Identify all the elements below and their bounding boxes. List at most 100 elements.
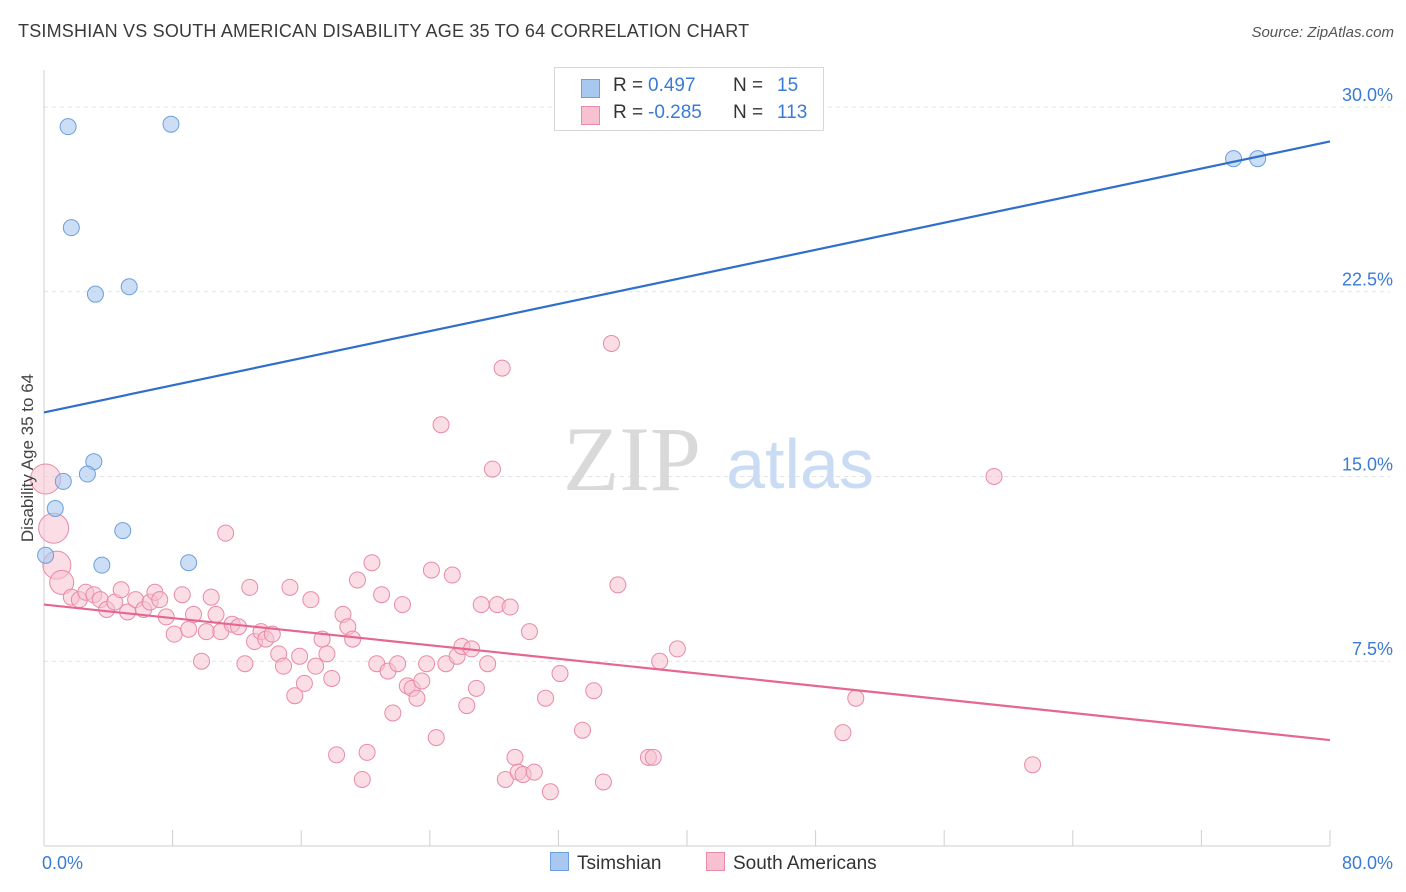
legend-n-value: 113 [777, 102, 808, 123]
tsimshian-point [114, 522, 132, 540]
south-americans-point [432, 416, 450, 434]
label-layer: 7.5% 15.0% 22.5% 30.0% 0.0% 80.0% [42, 85, 1393, 873]
south-americans-point [479, 655, 497, 673]
south-americans-point [348, 571, 366, 589]
south-americans-point [443, 566, 461, 584]
tsimshian-swatch [581, 79, 600, 98]
legend-n-value: 15 [777, 75, 799, 96]
south-americans-point [236, 655, 254, 673]
south-americans-point [318, 645, 336, 663]
south-americans-point [241, 578, 259, 596]
south-americans-point [467, 679, 485, 697]
south-americans-point [493, 359, 511, 377]
south-americans-point [281, 578, 299, 596]
south-americans-point [609, 576, 627, 594]
south-americans-point [985, 467, 1003, 485]
south-americans-point [384, 704, 402, 722]
tsimshian-point [1225, 150, 1243, 168]
south-americans-point [197, 623, 215, 641]
south-americans-swatch [581, 106, 600, 125]
tsimshian-trend-line [43, 140, 1331, 414]
south-americans-point [202, 588, 220, 606]
tsimshian-point [46, 500, 64, 518]
tsimshian-point [180, 554, 198, 572]
south-americans-point [363, 554, 381, 572]
legend-r-label: R = [613, 75, 644, 96]
south-americans-point [323, 669, 341, 687]
south-americans-point [541, 783, 559, 801]
tsimshian-point [162, 115, 180, 133]
south-americans-point [1024, 756, 1042, 774]
trend-layer [43, 140, 1331, 742]
tsimshian-point [120, 278, 138, 296]
south-americans-point [525, 763, 543, 781]
south-americans-point [295, 674, 313, 692]
south-americans-point [207, 605, 225, 623]
legend-r-label: R = [613, 102, 644, 123]
south-americans-point [184, 605, 202, 623]
south-americans-point [537, 689, 555, 707]
south-americans-point [574, 721, 592, 739]
south-americans-point [389, 655, 407, 673]
south-americans-point [483, 460, 501, 478]
south-americans-swatch [706, 852, 725, 871]
chart-title: TSIMSHIAN VS SOUTH AMERICAN DISABILITY A… [18, 21, 750, 41]
south-americans-point [151, 591, 169, 609]
south-americans-point [291, 647, 309, 665]
south-americans-point [180, 620, 198, 638]
south-americans-point [427, 729, 445, 747]
legend-row-tsimshian: R = 0.497 N = 15 [555, 74, 823, 100]
south-americans-point [173, 586, 191, 604]
legend-r-value: -0.285 [648, 102, 702, 123]
south-americans-point [644, 748, 662, 766]
south-americans-point [418, 655, 436, 673]
legend: R = 0.497 N = 15 R = -0.285 N = 113 [554, 67, 824, 131]
south-americans-point [217, 524, 235, 542]
south-americans-point [165, 625, 183, 643]
bottom-legend-label: South Americans [733, 853, 877, 874]
south-americans-point [344, 630, 362, 648]
south-americans-point [602, 334, 620, 352]
y-axis-label: Disability Age 35 to 64 [18, 374, 37, 542]
legend-row-south-americans: R = -0.285 N = 113 [555, 101, 823, 127]
south-americans-point [594, 773, 612, 791]
south-americans-point [193, 652, 211, 670]
tsimshian-point [78, 465, 96, 483]
south-americans-point [112, 581, 130, 599]
grid-layer [44, 106, 1390, 662]
south-americans-point [49, 569, 75, 595]
watermark-atlas: atlas [726, 425, 874, 503]
south-americans-point [328, 746, 346, 764]
south-americans-point [520, 623, 538, 641]
y-tick-label: 15.0% [1342, 454, 1393, 474]
y-tick-label: 7.5% [1352, 639, 1393, 659]
bottom-legend-label: Tsimshian [577, 853, 662, 874]
legend-n-label: N = [733, 102, 764, 123]
legend-r-value: 0.497 [648, 75, 696, 96]
south-americans-point [496, 770, 514, 788]
south-americans-point [668, 640, 686, 658]
y-tick-label: 30.0% [1342, 85, 1393, 105]
south-americans-point [501, 598, 519, 616]
tsimshian-swatch [550, 852, 569, 871]
south-americans-point [422, 561, 440, 579]
tsimshian-point [59, 118, 77, 136]
tsimshian-point [93, 556, 111, 574]
bottom-legend-south-americans: South Americans [706, 852, 877, 875]
south-americans-point [551, 665, 569, 683]
south-americans-point [408, 689, 426, 707]
south-americans-point [834, 724, 852, 742]
bottom-legend-tsimshian: Tsimshian [550, 852, 661, 875]
south-americans-point [358, 743, 376, 761]
south-americans-point [307, 657, 325, 675]
south-americans-point [302, 591, 320, 609]
south-americans-point [413, 672, 431, 690]
south-americans-point [847, 689, 865, 707]
legend-n-label: N = [733, 75, 764, 96]
watermark: ZIP atlas [563, 408, 874, 510]
south-americans-point [472, 596, 490, 614]
source-label: Source: ZipAtlas.com [1251, 24, 1394, 41]
watermark-zip: ZIP [563, 408, 701, 510]
south-americans-point [585, 682, 603, 700]
